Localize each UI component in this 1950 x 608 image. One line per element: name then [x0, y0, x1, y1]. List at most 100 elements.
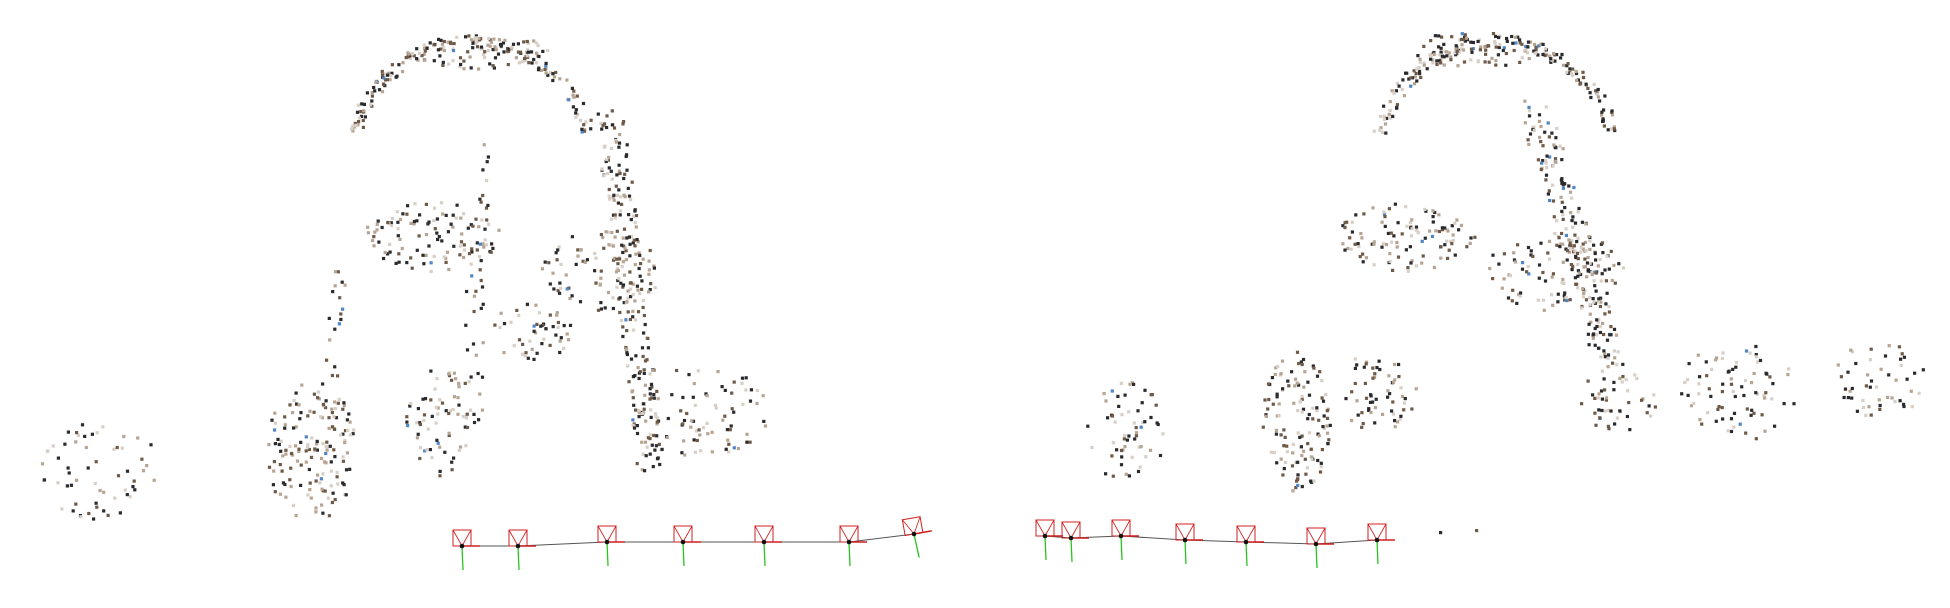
map-point [1886, 395, 1890, 399]
map-point [652, 433, 656, 438]
map-point [601, 236, 605, 240]
map-point [458, 65, 462, 69]
map-point [420, 54, 424, 58]
map-point [1312, 479, 1316, 483]
map-point [308, 481, 312, 485]
map-point [1310, 455, 1314, 459]
map-point [1315, 374, 1320, 378]
map-point [330, 425, 335, 429]
map-point [409, 221, 413, 225]
map-point [1373, 372, 1377, 376]
map-point [1536, 298, 1540, 302]
map-point [626, 364, 630, 368]
map-point [477, 418, 481, 422]
map-point [1571, 225, 1575, 229]
map-point [1559, 195, 1563, 199]
map-point [1557, 236, 1561, 240]
map-point [1610, 127, 1614, 131]
map-point [502, 50, 506, 54]
map-point [422, 413, 427, 417]
map-point [1596, 396, 1600, 400]
map-point [1568, 190, 1573, 194]
map-point [1698, 375, 1702, 379]
map-point [390, 224, 394, 228]
map-point [442, 49, 446, 53]
map-point [1533, 51, 1537, 55]
map-point [1580, 402, 1584, 406]
map-point [1450, 35, 1454, 39]
map-point [618, 296, 622, 300]
map-point [509, 47, 513, 51]
map-point [1573, 233, 1577, 237]
map-point [474, 353, 478, 357]
map-point [1369, 410, 1373, 415]
map-point [1306, 380, 1310, 384]
map-point [1385, 243, 1389, 247]
map-point [1720, 390, 1724, 394]
map-point [641, 354, 645, 359]
map-point [1305, 466, 1309, 470]
map-point [347, 412, 351, 416]
map-point [1562, 182, 1566, 186]
map-point [1404, 205, 1408, 209]
map-point [605, 125, 609, 130]
map-point [631, 214, 635, 218]
camera-y-axis [517, 545, 520, 571]
map-point [582, 129, 586, 133]
map-point [472, 294, 476, 298]
map-point [318, 481, 322, 485]
map-point [1576, 286, 1580, 290]
map-point [292, 426, 296, 430]
map-point [1309, 447, 1313, 451]
map-point [594, 256, 598, 260]
map-point [491, 246, 495, 250]
map-point [510, 45, 514, 49]
map-point [1315, 409, 1319, 413]
map-point [1541, 270, 1545, 275]
map-point [422, 43, 426, 47]
map-point [1110, 389, 1114, 393]
map-point [1582, 291, 1586, 295]
map-point [278, 492, 282, 496]
map-point [1543, 279, 1548, 283]
map-point [1293, 384, 1297, 388]
map-point [400, 246, 404, 251]
map-point [1680, 392, 1684, 396]
map-point [610, 123, 614, 127]
map-point [398, 217, 403, 221]
map-point [356, 103, 360, 107]
map-point [145, 464, 149, 468]
map-point [1917, 391, 1921, 395]
map-point [1589, 95, 1593, 100]
map-point [1543, 53, 1547, 58]
camera-pose [839, 525, 867, 567]
map-point [1132, 382, 1136, 386]
map-point [1611, 361, 1615, 365]
map-point [605, 157, 609, 161]
map-point [438, 474, 442, 478]
map-point [1111, 441, 1115, 445]
map-point [1602, 349, 1606, 353]
map-point [629, 235, 633, 239]
map-point [1527, 105, 1531, 109]
camera-y-axis [682, 541, 685, 567]
map-point [1526, 245, 1531, 250]
map-point [1388, 100, 1392, 104]
map-point [452, 371, 456, 375]
map-point [1612, 388, 1616, 392]
map-point [74, 440, 78, 444]
map-point [609, 217, 614, 221]
map-point [635, 284, 639, 288]
map-point [567, 98, 571, 102]
map-point [614, 140, 618, 144]
map-point [1563, 206, 1567, 210]
map-point [1356, 413, 1360, 417]
map-point [628, 270, 632, 274]
map-point [612, 126, 617, 130]
map-point [1302, 449, 1306, 453]
map-point [1469, 58, 1473, 62]
map-point [1612, 349, 1616, 353]
map-point [1439, 46, 1443, 50]
map-point [325, 440, 329, 444]
map-point [646, 346, 650, 350]
